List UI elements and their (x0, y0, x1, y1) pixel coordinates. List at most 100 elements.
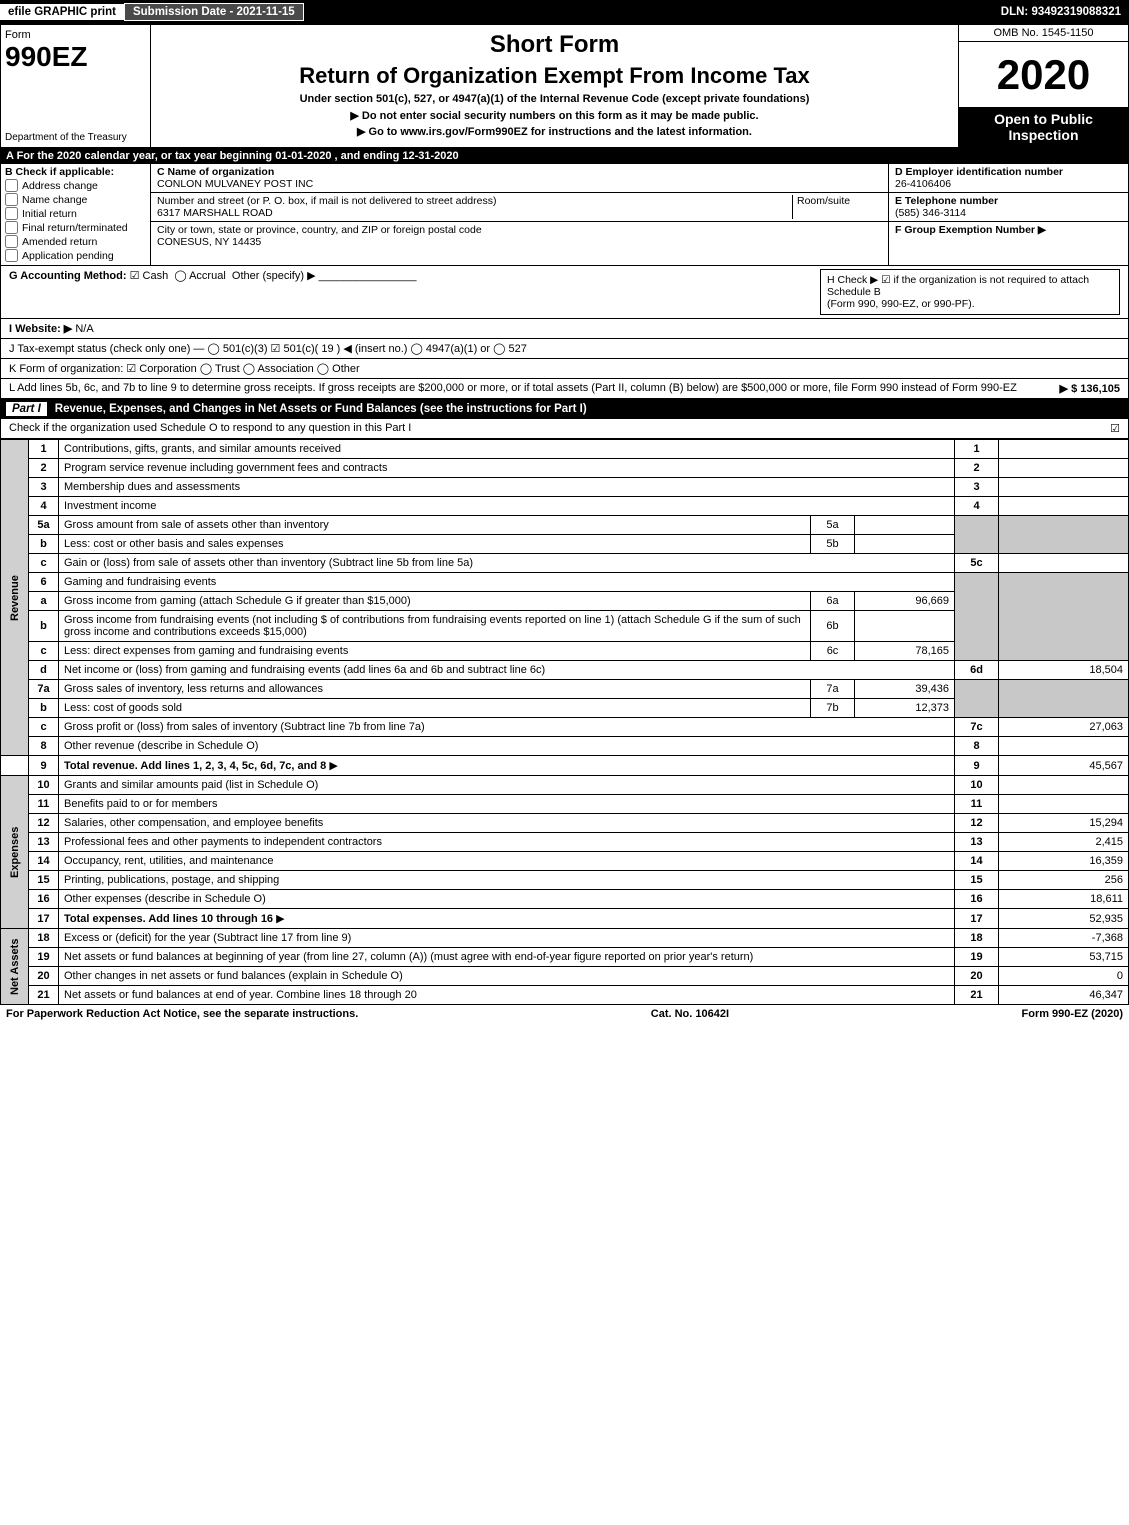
line-3-num: 3 (29, 478, 59, 497)
line-21-rn: 21 (955, 986, 999, 1005)
line-7c-val: 27,063 (999, 718, 1129, 737)
shade-7v (999, 680, 1129, 718)
line-17-text: Total expenses. Add lines 10 through 16 (64, 913, 273, 925)
line-20-num: 20 (29, 967, 59, 986)
line-1-val (999, 440, 1129, 459)
shade-5 (955, 516, 999, 554)
line-3-text: Membership dues and assessments (59, 478, 955, 497)
line-7c-num: c (29, 718, 59, 737)
line-6-text: Gaming and fundraising events (59, 573, 955, 592)
line-7a-text: Gross sales of inventory, less returns a… (59, 680, 811, 699)
b-heading: B Check if applicable: (5, 166, 146, 178)
h-schedule-b: H Check ▶ ☑ if the organization is not r… (820, 269, 1120, 315)
line-15-val: 256 (999, 871, 1129, 890)
header-left: Form 990EZ Department of the Treasury (1, 25, 151, 147)
section-b: B Check if applicable: Address change Na… (1, 164, 151, 265)
chk-pending[interactable] (5, 249, 18, 262)
lbl-pending: Application pending (22, 250, 114, 262)
lbl-final: Final return/terminated (22, 222, 128, 234)
line-4-text: Investment income (59, 497, 955, 516)
shade-6v (999, 573, 1129, 661)
d-label: D Employer identification number (895, 166, 1122, 178)
line-5a-sv (855, 516, 955, 535)
line-18-text: Excess or (deficit) for the year (Subtra… (59, 929, 955, 948)
line-6d-num: d (29, 661, 59, 680)
efile-print-label[interactable]: efile GRAPHIC print (0, 4, 124, 20)
line-8-text: Other revenue (describe in Schedule O) (59, 737, 955, 756)
footer-mid: Cat. No. 10642I (651, 1008, 729, 1020)
line-7b-text: Less: cost of goods sold (59, 699, 811, 718)
line-5c-text: Gain or (loss) from sale of assets other… (59, 554, 955, 573)
c-street-label: Number and street (or P. O. box, if mail… (157, 195, 792, 207)
form-header: Form 990EZ Department of the Treasury Sh… (0, 24, 1129, 148)
line-6a-sn: 6a (811, 592, 855, 611)
line-5c-val (999, 554, 1129, 573)
line-6c-sn: 6c (811, 642, 855, 661)
line-12-text: Salaries, other compensation, and employ… (59, 814, 955, 833)
line-18-val: -7,368 (999, 929, 1129, 948)
line-9-rn: 9 (955, 756, 999, 776)
line-10-text: Grants and similar amounts paid (list in… (59, 776, 955, 795)
line-6d-rn: 6d (955, 661, 999, 680)
line-1-num: 1 (29, 440, 59, 459)
line-1-rn: 1 (955, 440, 999, 459)
line-7a-num: 7a (29, 680, 59, 699)
org-city: CONESUS, NY 14435 (157, 236, 882, 248)
chk-address-change[interactable] (5, 179, 18, 192)
page-footer: For Paperwork Reduction Act Notice, see … (0, 1005, 1129, 1023)
line-8-num: 8 (29, 737, 59, 756)
line-16-text: Other expenses (describe in Schedule O) (59, 890, 955, 909)
line-5c-rn: 5c (955, 554, 999, 573)
line-7c-text: Gross profit or (loss) from sales of inv… (59, 718, 955, 737)
line-17-rn: 17 (955, 909, 999, 929)
line-12-num: 12 (29, 814, 59, 833)
line-5b-sn: 5b (811, 535, 855, 554)
line-20-rn: 20 (955, 967, 999, 986)
chk-name-change[interactable] (5, 193, 18, 206)
dept-treasury: Department of the Treasury (5, 132, 146, 143)
line-11-text: Benefits paid to or for members (59, 795, 955, 814)
line-11-rn: 11 (955, 795, 999, 814)
line-6b-text: Gross income from fundraising events (no… (59, 611, 811, 642)
lbl-address-change: Address change (22, 180, 98, 192)
top-bar: efile GRAPHIC print Submission Date - 20… (0, 0, 1129, 24)
form-label: Form (5, 29, 146, 41)
goto-link[interactable]: ▶ Go to www.irs.gov/Form990EZ for instru… (159, 125, 950, 138)
line-7b-sn: 7b (811, 699, 855, 718)
line-15-num: 15 (29, 871, 59, 890)
line-8-val (999, 737, 1129, 756)
room-suite-label: Room/suite (792, 195, 882, 219)
line-13-num: 13 (29, 833, 59, 852)
line-14-val: 16,359 (999, 852, 1129, 871)
phone-value: (585) 346-3114 (895, 207, 1122, 219)
line-4-num: 4 (29, 497, 59, 516)
line-12-val: 15,294 (999, 814, 1129, 833)
footer-right: Form 990-EZ (2020) (1022, 1008, 1123, 1020)
part1-check-line: Check if the organization used Schedule … (9, 422, 411, 434)
line-6-num: 6 (29, 573, 59, 592)
line-14-rn: 14 (955, 852, 999, 871)
line-21-val: 46,347 (999, 986, 1129, 1005)
line-15-text: Printing, publications, postage, and shi… (59, 871, 955, 890)
line-2-num: 2 (29, 459, 59, 478)
line-21-num: 21 (29, 986, 59, 1005)
l-amount: ▶ $ 136,105 (1060, 382, 1120, 395)
chk-initial-return[interactable] (5, 207, 18, 220)
open-public: Open to Public Inspection (959, 107, 1128, 147)
lbl-amended: Amended return (22, 236, 97, 248)
i-website: I Website: ▶ N/A (0, 319, 1129, 339)
g-accounting: G Accounting Method: ☑ Cash ◯ Accrual Ot… (9, 269, 417, 282)
line-5a-text: Gross amount from sale of assets other t… (59, 516, 811, 535)
chk-final-return[interactable] (5, 221, 18, 234)
line-21-text: Net assets or fund balances at end of ye… (59, 986, 955, 1005)
line-13-text: Professional fees and other payments to … (59, 833, 955, 852)
line-6b-sv (855, 611, 955, 642)
chk-amended[interactable] (5, 235, 18, 248)
ein-value: 26-4106406 (895, 178, 1122, 190)
header-mid: Short Form Return of Organization Exempt… (151, 25, 958, 147)
line-17-val: 52,935 (999, 909, 1129, 929)
line-4-rn: 4 (955, 497, 999, 516)
org-name: CONLON MULVANEY POST INC (157, 178, 882, 190)
line-16-num: 16 (29, 890, 59, 909)
f-label: F Group Exemption Number ▶ (895, 224, 1122, 236)
